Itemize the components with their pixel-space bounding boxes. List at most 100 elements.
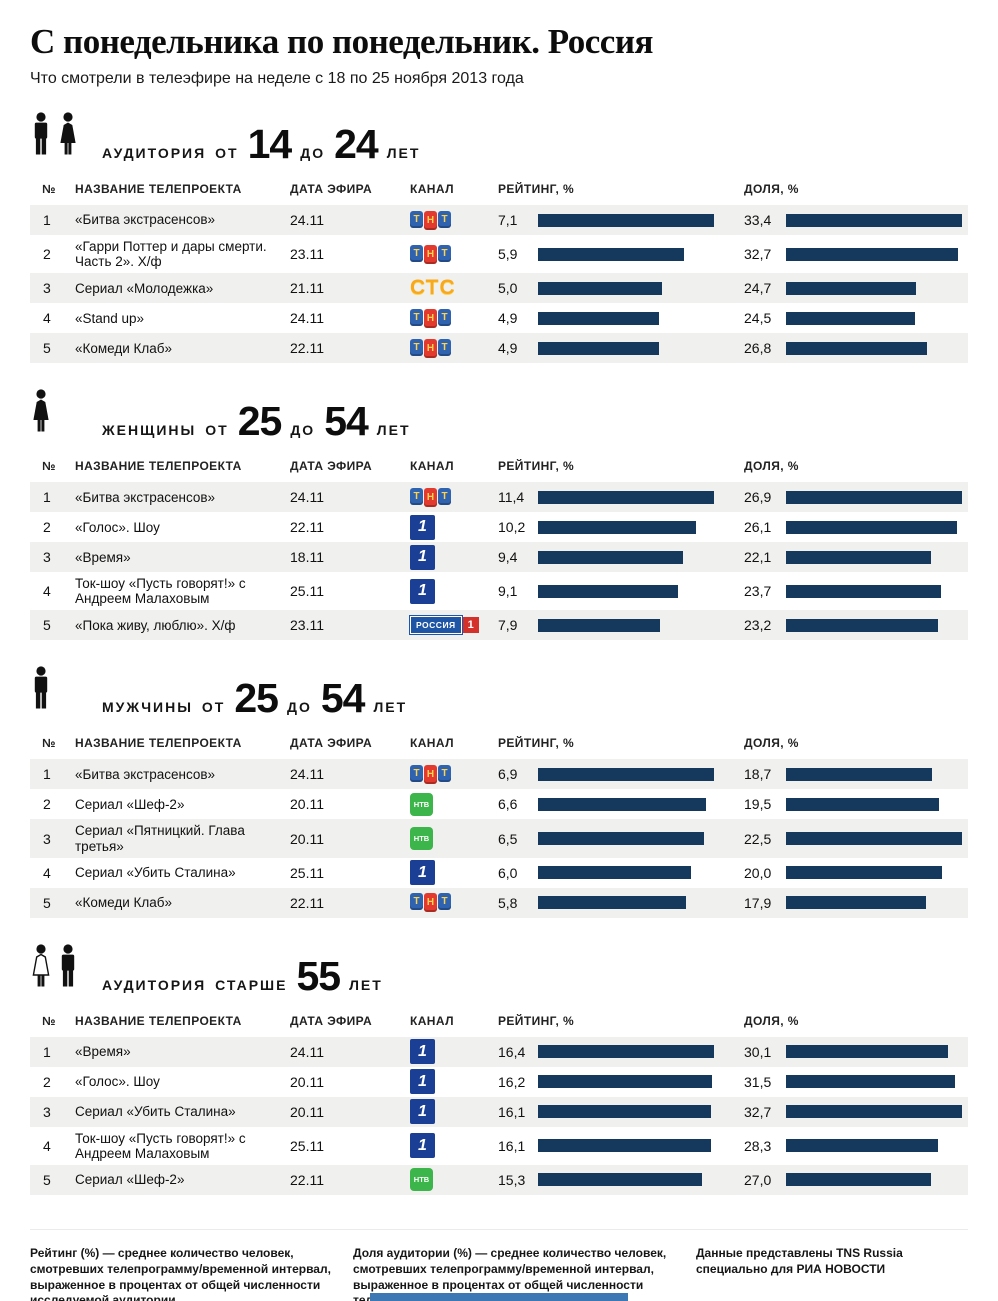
table-row: 3 Сериал «Убить Сталина» 20.11 1 16,1 32,7 xyxy=(30,1096,968,1127)
page-subtitle: Что смотрели в телеэфире на неделе с 18 … xyxy=(30,70,524,87)
table-row: 5 «Комеди Клаб» 22.11 Т Н Т 5,8 17,9 xyxy=(30,887,968,918)
air-date: 22.11 xyxy=(290,340,324,357)
channel-logo-ntv: НТВ xyxy=(410,1168,498,1192)
channel-one-logo: 1 xyxy=(410,1069,435,1095)
air-date: 24.11 xyxy=(290,766,324,783)
rating-bar xyxy=(538,341,714,355)
section-title-word: ЖЕНЩИНЫ xyxy=(102,422,197,439)
channel-one-logo: 1 xyxy=(410,544,435,570)
air-date: 25.11 xyxy=(290,583,324,600)
rank-number: 5 xyxy=(43,340,51,357)
section-title-word: ОТ xyxy=(205,422,229,439)
tnt-letter: Н xyxy=(424,487,437,507)
rank-number: 5 xyxy=(43,1171,51,1188)
tnt-letter: Т xyxy=(438,338,451,356)
section-title: ЖЕНЩИНЫ ОТ 25 ДО 54 ЛЕТ xyxy=(102,398,411,445)
ntv-logo-text: НТВ xyxy=(410,1168,433,1192)
rating-bar xyxy=(538,832,714,846)
air-date: 23.11 xyxy=(290,246,324,263)
share-value: 18,7 xyxy=(744,766,772,783)
share-value: 28,3 xyxy=(744,1137,772,1154)
russia1-logo-text: РОССИЯ xyxy=(410,616,462,635)
rating-bar xyxy=(538,618,714,632)
rating-value: 6,6 xyxy=(498,796,518,813)
rating-bar xyxy=(538,213,714,227)
column-header-channel: КАНАЛ xyxy=(410,459,454,474)
share-value: 26,1 xyxy=(744,519,772,536)
audience-pictogram xyxy=(30,944,90,996)
tnt-letter: Т xyxy=(438,210,451,228)
rating-value: 16,1 xyxy=(498,1103,526,1120)
share-value: 24,5 xyxy=(744,310,772,327)
table-row: 2 «Голос». Шоу 22.11 1 10,2 26,1 xyxy=(30,512,968,542)
tnt-letter: Т xyxy=(410,487,423,505)
air-date: 22.11 xyxy=(290,519,324,536)
woman-icon xyxy=(33,389,49,432)
man-icon xyxy=(34,112,48,155)
section-title: МУЖЧИНЫ ОТ 25 ДО 54 ЛЕТ xyxy=(102,678,408,719)
share-bar xyxy=(786,341,962,355)
rating-bar xyxy=(538,550,714,564)
show-title: «Гарри Поттер и дары смерти. Часть 2». Х… xyxy=(75,239,267,270)
section-title-word: ЛЕТ xyxy=(373,699,408,716)
section-title-age: 14 xyxy=(247,121,293,167)
ntv-logo-text: НТВ xyxy=(410,792,433,816)
air-date: 20.11 xyxy=(290,796,324,813)
channel-logo-first: 1 xyxy=(410,1069,498,1095)
rank-number: 3 xyxy=(43,549,51,566)
show-title: Ток-шоу «Пусть говорят!» с Андреем Малах… xyxy=(75,1130,246,1161)
column-header-date: ДАТА ЭФИРА xyxy=(290,736,373,751)
rank-number: 5 xyxy=(43,894,51,911)
section-header: АУДИТОРИЯ ОТ 14 ДО 24 ЛЕТ xyxy=(30,112,968,164)
air-date: 25.11 xyxy=(290,864,324,881)
section-title-age: 25 xyxy=(237,398,283,445)
section-title-word: ЛЕТ xyxy=(349,976,383,993)
column-header-share: ДОЛЯ, % xyxy=(744,1013,799,1028)
rating-value: 16,2 xyxy=(498,1073,526,1090)
section-title-word: ОТ xyxy=(215,145,239,161)
column-header-rating: РЕЙТИНГ, % xyxy=(498,1013,575,1028)
show-title: «Время» xyxy=(75,1044,131,1060)
rank-number: 3 xyxy=(43,1103,51,1120)
column-header-name: НАЗВАНИЕ ТЕЛЕПРОЕКТА xyxy=(75,1013,242,1028)
share-bar xyxy=(786,767,962,781)
channel-logo-ntv: НТВ xyxy=(410,792,498,816)
rating-bar xyxy=(538,281,714,295)
footnotes: Рейтинг (%) — среднее количество человек… xyxy=(30,1228,968,1301)
channel-one-logo: 1 xyxy=(410,1133,435,1159)
tnt-letter: Н xyxy=(424,244,437,264)
audience-pictogram xyxy=(30,389,90,441)
share-value: 26,9 xyxy=(744,489,772,506)
show-title: «Битва экстрасенсов» xyxy=(75,489,216,505)
audience-section-14-24: АУДИТОРИЯ ОТ 14 ДО 24 ЛЕТ № НАЗВАНИЕ ТЕЛЕПРОЕКТ… xyxy=(30,112,968,364)
footnote-data-source: Данные представлены TNS Russia специальн… xyxy=(696,1245,903,1276)
air-date: 22.11 xyxy=(290,894,324,911)
rating-value: 10,2 xyxy=(498,519,526,536)
show-title: «Комеди Клаб» xyxy=(75,340,173,356)
column-header-rating: РЕЙТИНГ, % xyxy=(498,182,575,196)
audience-section-women-25-54: ЖЕНЩИНЫ ОТ 25 ДО 54 ЛЕТ № НАЗВАНИЕ ТЕЛЕПРОЕКТА Д… xyxy=(30,389,968,641)
rank-number: 3 xyxy=(43,830,51,847)
rating-bar xyxy=(538,490,714,504)
share-value: 23,2 xyxy=(744,617,772,634)
rating-value: 9,1 xyxy=(498,583,518,600)
table-row: 1 «Время» 24.11 1 16,4 30,1 xyxy=(30,1036,968,1067)
share-bar xyxy=(786,311,962,325)
section-title-word: СТАРШЕ xyxy=(215,976,288,993)
channel-one-logo: 1 xyxy=(410,1039,435,1065)
air-date: 20.11 xyxy=(290,1073,324,1090)
rank-number: 2 xyxy=(43,246,51,263)
channel-one-logo: 1 xyxy=(410,514,435,540)
tnt-letter: Т xyxy=(410,893,423,911)
column-header-name: НАЗВАНИЕ ТЕЛЕПРОЕКТА xyxy=(75,736,242,751)
table-row: 3 Сериал «Молодежка» 21.11 СТС 5,0 24,7 xyxy=(30,273,968,304)
section-title: АУДИТОРИЯ СТАРШЕ 55 ЛЕТ xyxy=(102,955,383,996)
rank-number: 4 xyxy=(43,310,51,327)
share-value: 22,5 xyxy=(744,830,772,847)
rank-number: 4 xyxy=(43,583,51,600)
